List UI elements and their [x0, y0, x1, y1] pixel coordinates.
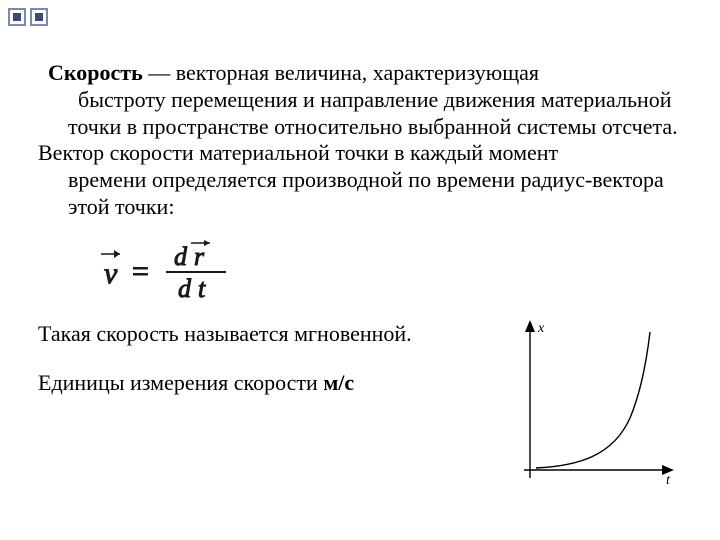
units-bold: м/с: [323, 370, 354, 395]
y-axis-label: x: [537, 321, 545, 336]
svg-text:d: d: [174, 242, 188, 271]
units-text: Единицы измерения скорости: [38, 370, 323, 395]
x-axis-label: t: [666, 473, 671, 488]
svg-text:d: d: [178, 274, 192, 303]
svg-text:r: r: [194, 242, 205, 271]
paragraph-definition: Скорость — векторная величина, характери…: [38, 60, 688, 140]
bullet-square: [8, 8, 26, 26]
term-bold: Скорость: [48, 60, 143, 85]
bullet-square-inner: [35, 13, 43, 21]
p2-wrapped-lines: времени определяется производной по врем…: [38, 167, 688, 221]
velocity-formula: v = d r d t: [38, 239, 248, 303]
bullet-square: [30, 8, 48, 26]
svg-text:t: t: [198, 274, 206, 303]
p2-line1: Вектор скорости материальной точки в каж…: [38, 140, 558, 165]
bullet-square-inner: [13, 13, 21, 21]
formula-row: v = d r d t: [38, 239, 688, 303]
paragraph-vector: Вектор скорости материальной точки в каж…: [38, 140, 688, 220]
xt-graph: x t: [508, 318, 678, 488]
svg-text:=: =: [132, 255, 149, 288]
p1-first-line: Скорость — векторная величина, характери…: [48, 60, 539, 85]
svg-text:v: v: [104, 257, 118, 290]
p1-wrapped-lines: быстроту перемещения и направление движе…: [38, 87, 688, 141]
corner-bullets: [8, 8, 48, 26]
p1-line1-rest: — векторная величина, характеризующая: [143, 60, 539, 85]
